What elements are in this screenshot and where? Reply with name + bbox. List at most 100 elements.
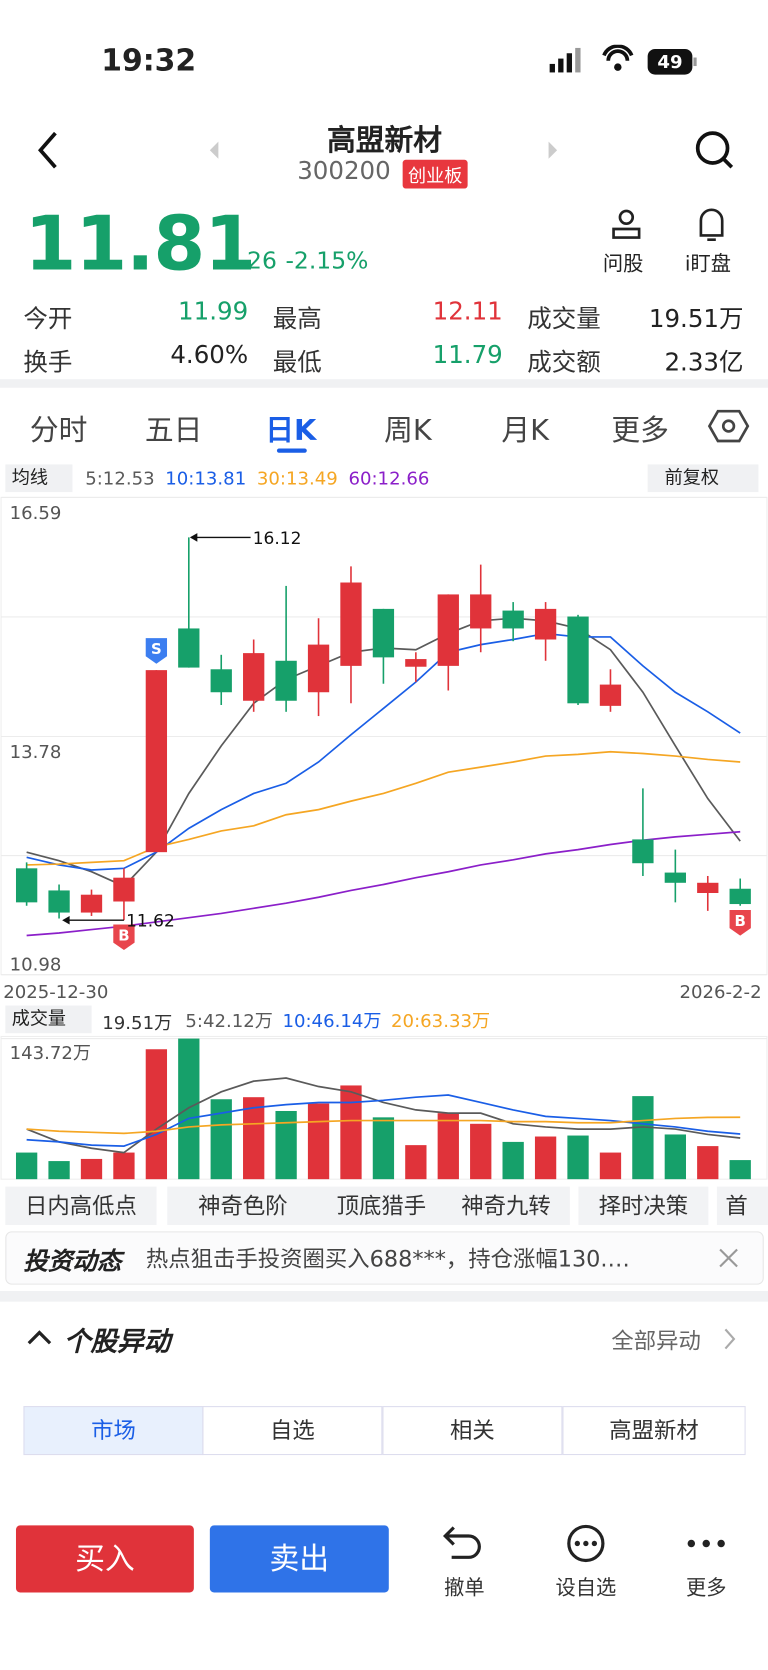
stat-label: 今开 xyxy=(23,305,73,334)
annotation-label: 16.12 xyxy=(253,529,302,549)
stat-value: 11.79 xyxy=(432,341,503,370)
sub-tab[interactable]: 高盟新材 xyxy=(562,1406,746,1456)
ma-legend: 60:12.66 xyxy=(348,469,429,490)
period-tab[interactable]: 更多 xyxy=(611,414,669,448)
candle-body xyxy=(534,608,557,640)
settings-button[interactable] xyxy=(707,405,750,448)
ask-button[interactable]: 问股 xyxy=(602,252,644,276)
ma-line xyxy=(26,1116,741,1135)
period-tab-active[interactable]: 日K xyxy=(265,414,317,448)
y-tick-label: 13.78 xyxy=(10,742,62,763)
news-label: 投资动态 xyxy=(23,1248,122,1277)
candle-body xyxy=(48,890,70,913)
candle-body xyxy=(275,660,297,701)
search-button[interactable] xyxy=(692,128,737,173)
volume-bar xyxy=(80,1158,103,1180)
volume-bar xyxy=(502,1141,524,1180)
close-button[interactable] xyxy=(717,1246,740,1269)
volume-bar xyxy=(372,1117,395,1180)
period-tab[interactable]: 周K xyxy=(384,414,432,448)
section-link[interactable]: 全部异动 xyxy=(611,1328,701,1354)
last-price: 11.81 xyxy=(24,200,256,288)
stat-label: 换手 xyxy=(23,349,73,378)
stat-value: 2.33亿 xyxy=(664,349,744,378)
stat-label: 成交额 xyxy=(527,349,601,378)
signal-marker xyxy=(145,638,168,664)
candle-body xyxy=(664,872,686,883)
period-tab[interactable]: 分时 xyxy=(29,414,88,448)
indicator-tab[interactable]: 神奇色阶 xyxy=(167,1186,319,1225)
collapse-icon[interactable] xyxy=(26,1325,56,1351)
period-tab[interactable]: 月K xyxy=(501,414,549,448)
toolbar-item[interactable]: 设自选 xyxy=(555,1576,617,1600)
ma-legend: 5:42.12万 xyxy=(185,1011,273,1032)
sub-tab-active[interactable]: 市场 xyxy=(23,1406,204,1456)
volume-bar xyxy=(243,1097,265,1180)
ma-line xyxy=(26,830,741,937)
ma-button[interactable]: 均线 xyxy=(5,464,73,493)
indicator-tab[interactable]: 顶底猎手 xyxy=(305,1186,457,1225)
stock-name: 高盟新材 xyxy=(327,124,443,158)
candle-body xyxy=(599,684,622,706)
volume-bar xyxy=(275,1110,297,1180)
indicator-tab[interactable]: 首 xyxy=(716,1186,768,1225)
stat-value: 19.51万 xyxy=(648,305,744,334)
buy-button[interactable]: 买入 xyxy=(15,1525,194,1593)
volume-bar xyxy=(145,1049,168,1180)
annotation-arrow xyxy=(189,533,198,542)
volume-bar xyxy=(113,1152,135,1180)
y-tick-label: 143.72万 xyxy=(10,1043,91,1064)
candle-body xyxy=(15,868,38,903)
volume-bar xyxy=(48,1161,70,1180)
back-button[interactable] xyxy=(30,128,73,173)
sell-button[interactable]: 卖出 xyxy=(209,1525,389,1593)
watch-button[interactable]: i盯盘 xyxy=(684,252,732,276)
volume-bar xyxy=(632,1096,654,1180)
ma-legend: 5:12.53 xyxy=(85,469,154,490)
annotation-label: 11.62 xyxy=(126,912,175,932)
indicator-tab[interactable]: 神奇九转 xyxy=(442,1186,570,1225)
candle-body xyxy=(697,882,719,893)
period-tab[interactable]: 五日 xyxy=(144,414,203,448)
toolbar-icons xyxy=(442,1524,725,1563)
candle-body xyxy=(340,582,362,666)
volume-bar xyxy=(567,1135,589,1180)
x-tick-label: 2025-12-30 xyxy=(3,982,108,1003)
volume-bar xyxy=(340,1085,362,1180)
volume-bar xyxy=(534,1136,557,1180)
sub-tab[interactable]: 相关 xyxy=(382,1406,563,1456)
volume-current: 19.51万 xyxy=(102,1013,173,1035)
ma-line xyxy=(26,632,741,871)
board-badge: 创业板 xyxy=(402,159,468,189)
candle-body xyxy=(80,894,103,913)
divider xyxy=(0,379,768,388)
toolbar-item[interactable]: 更多 xyxy=(685,1576,727,1600)
clock: 19:32 xyxy=(101,42,197,78)
stat-label: 最低 xyxy=(272,349,322,378)
news-text: 热点狙击手投资圈买入688***，持仓涨幅130.… xyxy=(145,1246,630,1272)
stat-value: 12.11 xyxy=(432,298,503,326)
volume-bar xyxy=(210,1099,232,1180)
ma-legend: 20:63.33万 xyxy=(391,1011,490,1032)
stat-value: 11.99 xyxy=(178,298,249,326)
candle-body xyxy=(178,628,200,668)
signal-label: S xyxy=(151,640,162,658)
volume-bar xyxy=(307,1103,330,1180)
indicator-tab[interactable]: 日内高低点 xyxy=(5,1186,157,1225)
volume-button[interactable]: 成交量 xyxy=(5,1005,92,1034)
adjust-button[interactable]: 前复权 xyxy=(647,464,759,493)
candle-body xyxy=(502,610,524,629)
y-tick-label: 10.98 xyxy=(10,954,62,975)
x-tick-label: 2026-2-2 xyxy=(679,982,761,1003)
candle-body xyxy=(470,594,492,629)
volume-bar xyxy=(729,1160,751,1180)
sub-tab[interactable]: 自选 xyxy=(202,1406,383,1456)
toolbar-item[interactable]: 撤单 xyxy=(444,1576,485,1600)
y-tick-label: 16.59 xyxy=(10,503,62,524)
news-bar[interactable] xyxy=(5,1231,764,1285)
indicator-tab[interactable]: 择时决策 xyxy=(578,1186,709,1225)
candle-body xyxy=(405,659,427,667)
status-icons: 49 xyxy=(549,44,697,75)
